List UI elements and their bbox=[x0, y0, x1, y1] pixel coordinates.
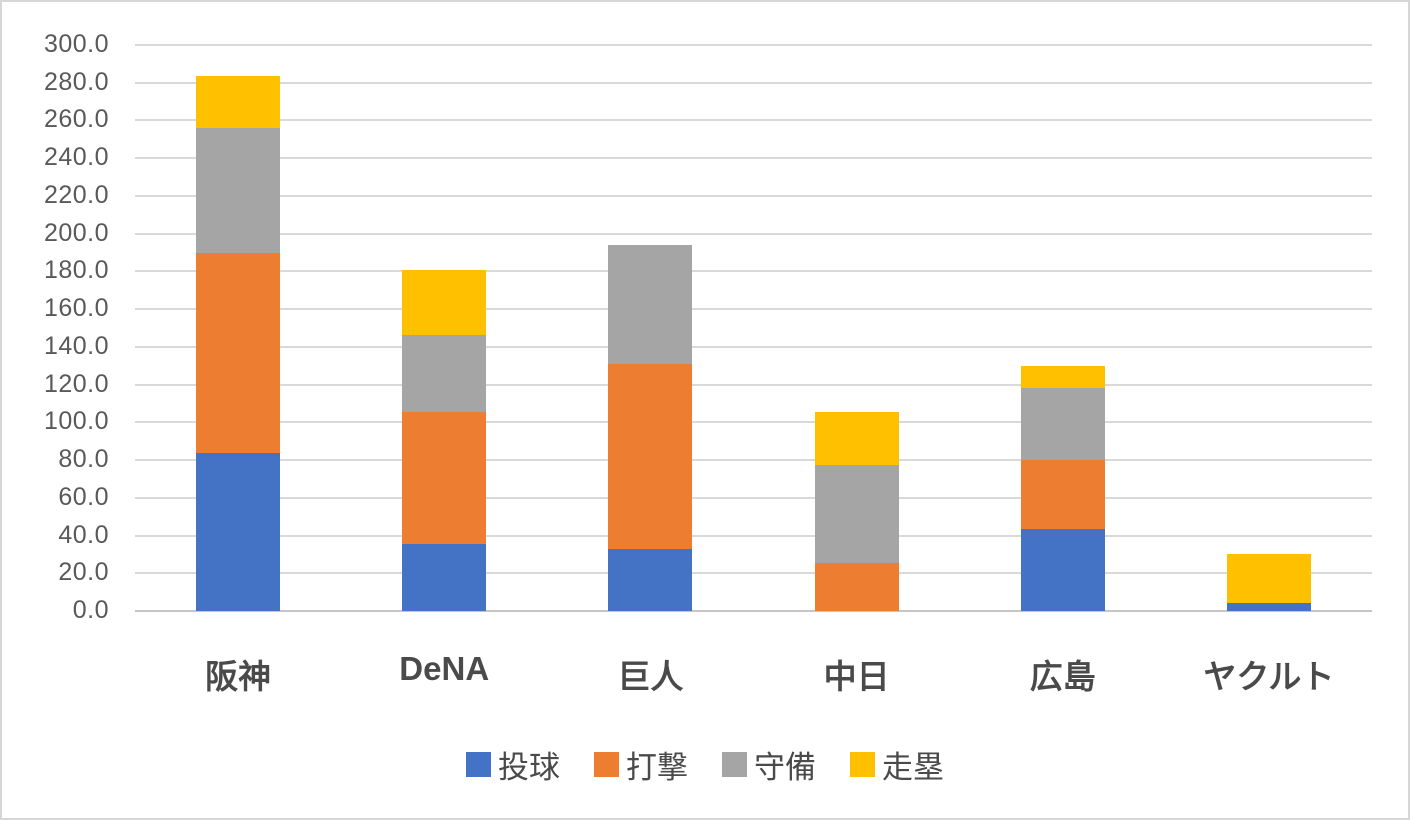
bar-segment-投球-広島[interactable] bbox=[1020, 528, 1105, 611]
y-axis-tick-label: 80.0 bbox=[58, 445, 109, 474]
x-axis-category-label-DeNA: DeNA bbox=[399, 650, 490, 687]
gridline bbox=[135, 534, 1372, 537]
legend-label: 打撃 bbox=[626, 750, 688, 785]
y-axis-tick-label: 60.0 bbox=[58, 482, 109, 511]
gridline bbox=[135, 232, 1372, 235]
legend-swatch-icon bbox=[722, 752, 747, 777]
legend-swatch-icon bbox=[466, 752, 491, 777]
gridline bbox=[135, 572, 1372, 575]
y-axis-tick-label: 20.0 bbox=[58, 558, 109, 587]
legend-label: 走塁 bbox=[882, 750, 944, 785]
gridline bbox=[135, 270, 1372, 273]
bar-segment-守備-阪神[interactable] bbox=[196, 128, 281, 253]
legend-item-打撃[interactable]: 打撃 bbox=[594, 742, 688, 787]
bar-segment-打撃-広島[interactable] bbox=[1020, 460, 1105, 529]
y-axis-tick-label: 100.0 bbox=[43, 407, 109, 436]
x-axis-line bbox=[135, 610, 1372, 612]
bar-segment-打撃-DeNA[interactable] bbox=[402, 411, 487, 545]
gridline bbox=[135, 194, 1372, 197]
x-axis-category-label-阪神: 阪神 bbox=[205, 658, 272, 695]
bar-segment-守備-DeNA[interactable] bbox=[402, 334, 487, 412]
legend-label: 守備 bbox=[754, 750, 816, 785]
bar-segment-投球-ヤクルト[interactable] bbox=[1226, 602, 1311, 611]
y-axis-tick-label: 240.0 bbox=[43, 143, 109, 172]
bar-segment-打撃-中日[interactable] bbox=[814, 562, 899, 611]
y-axis-tick-label: 200.0 bbox=[43, 218, 109, 247]
gridline bbox=[135, 157, 1372, 160]
gridline bbox=[135, 308, 1372, 311]
legend-swatch-icon bbox=[594, 752, 619, 777]
x-axis-category-label-広島: 広島 bbox=[1029, 658, 1096, 695]
x-axis-category-label-中日: 中日 bbox=[823, 658, 890, 695]
x-axis-category-label-巨人: 巨人 bbox=[617, 658, 684, 695]
gridline bbox=[135, 81, 1372, 84]
x-axis-category-label-ヤクルト: ヤクルト bbox=[1203, 658, 1335, 695]
bar-segment-守備-広島[interactable] bbox=[1020, 388, 1105, 461]
bar-segment-投球-巨人[interactable] bbox=[608, 548, 693, 611]
bar-segment-走塁-DeNA[interactable] bbox=[402, 270, 487, 335]
y-axis-tick-label: 180.0 bbox=[43, 256, 109, 285]
gridline bbox=[135, 44, 1372, 46]
bar-segment-走塁-中日[interactable] bbox=[814, 411, 899, 465]
bar-segment-守備-中日[interactable] bbox=[814, 464, 899, 563]
bar-segment-守備-巨人[interactable] bbox=[608, 244, 693, 364]
y-axis-tick-label: 260.0 bbox=[43, 105, 109, 134]
gridline bbox=[135, 119, 1372, 122]
bar-segment-打撃-巨人[interactable] bbox=[608, 363, 693, 549]
bar-segment-走塁-広島[interactable] bbox=[1020, 365, 1105, 389]
bar-segment-打撃-阪神[interactable] bbox=[196, 252, 281, 454]
y-axis-tick-label: 120.0 bbox=[43, 369, 109, 398]
gridline bbox=[135, 345, 1372, 348]
y-axis-tick-label: 40.0 bbox=[58, 520, 109, 549]
y-axis-tick-label: 300.0 bbox=[43, 30, 109, 58]
y-axis-tick-label: 0.0 bbox=[72, 596, 109, 624]
gridline bbox=[135, 383, 1372, 386]
gridline bbox=[135, 496, 1372, 499]
y-axis-tick-label: 140.0 bbox=[43, 331, 109, 360]
gridline bbox=[135, 421, 1372, 424]
legend-item-投球[interactable]: 投球 bbox=[466, 742, 560, 787]
bar-segment-走塁-阪神[interactable] bbox=[196, 76, 281, 128]
y-axis-tick-label: 160.0 bbox=[43, 294, 109, 323]
legend-label: 投球 bbox=[498, 750, 560, 785]
legend-item-走塁[interactable]: 走塁 bbox=[850, 742, 944, 787]
chart-legend: 投球 打撃 守備 走塁 bbox=[2, 742, 1408, 787]
y-axis-tick-label: 280.0 bbox=[43, 67, 109, 96]
bar-segment-走塁-ヤクルト[interactable] bbox=[1226, 554, 1311, 603]
bar-segment-投球-阪神[interactable] bbox=[196, 453, 281, 611]
legend-item-守備[interactable]: 守備 bbox=[722, 742, 816, 787]
y-axis-tick-label: 220.0 bbox=[43, 180, 109, 209]
bar-segment-投球-DeNA[interactable] bbox=[402, 544, 487, 611]
legend-swatch-icon bbox=[850, 752, 875, 777]
gridline bbox=[135, 459, 1372, 462]
